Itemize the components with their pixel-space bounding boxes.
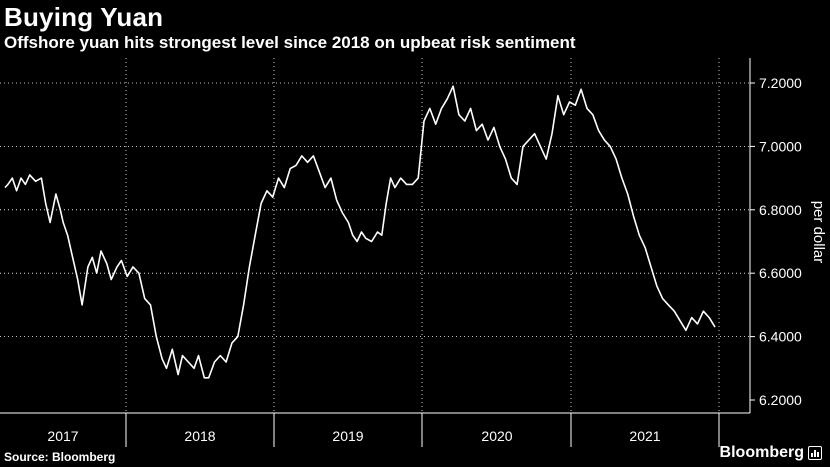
x-tick-label: 2021 (629, 428, 660, 444)
y-tick-label: 6.4000 (759, 329, 802, 345)
chart-subtitle: Offshore yuan hits strongest level since… (4, 33, 576, 52)
source-note: Source: Bloomberg (4, 450, 116, 464)
x-axis-ticks: 2017 2018 2019 2020 2021 (47, 413, 720, 447)
x-tick-label: 2017 (47, 428, 78, 444)
x-tick-label: 2020 (481, 428, 512, 444)
y-axis-label: per dollar (810, 201, 827, 264)
bloomberg-chart-icon (808, 446, 822, 460)
y-tick-label: 7.0000 (759, 138, 802, 154)
brand-name: Bloomberg (719, 444, 804, 461)
vertical-gridlines (125, 58, 720, 413)
offshore-yuan-series-line (4, 85, 716, 379)
y-tick-label: 6.2000 (759, 392, 802, 408)
bloomberg-logo: Bloomberg (720, 444, 822, 462)
x-tick-label: 2018 (184, 428, 215, 444)
chart-title: Buying Yuan (4, 2, 164, 32)
y-tick-label: 7.2000 (759, 75, 802, 91)
y-axis-ticks: 7.2000 7.0000 6.8000 6.6000 6.4000 6.2000 (750, 75, 802, 408)
horizontal-gridlines (0, 82, 750, 338)
x-tick-label: 2019 (332, 428, 363, 444)
y-tick-label: 6.6000 (759, 265, 802, 281)
y-tick-label: 6.8000 (759, 202, 802, 218)
